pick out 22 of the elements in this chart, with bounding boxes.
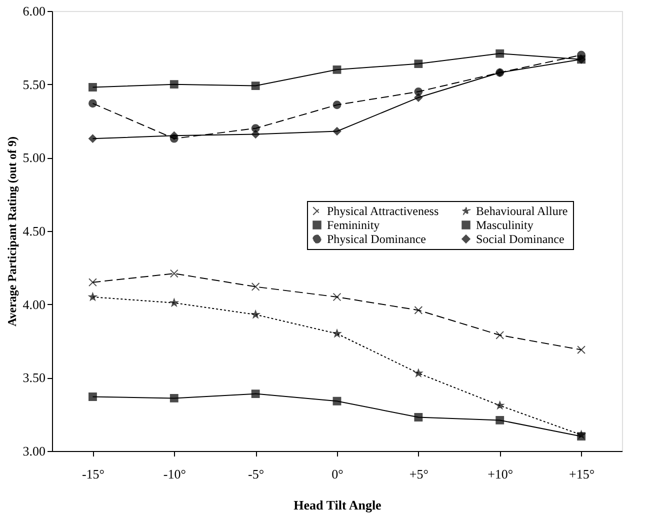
- x-tick-label: -5°: [248, 466, 264, 482]
- legend-label: Masculinity: [476, 218, 534, 232]
- y-axis-title: Average Participant Rating (out of 9): [4, 136, 19, 327]
- y-tick-label: 4.00: [22, 296, 46, 312]
- y-tick-label: 3.00: [22, 444, 46, 458]
- legend-label: Behavioural Allure: [476, 204, 568, 218]
- y-tick-label: 6.00: [22, 4, 46, 18]
- legend-label: Femininity: [327, 218, 380, 232]
- x-tick-label: +15°: [569, 466, 595, 482]
- y-tick-label: 3.50: [22, 370, 46, 386]
- x-tick-label: +5°: [409, 466, 428, 482]
- x-axis-title: Head Tilt Angle: [294, 498, 382, 512]
- y-tick-label: 4.50: [22, 224, 46, 238]
- legend-label: Physical Dominance: [327, 232, 426, 246]
- legend-label: Social Dominance: [476, 232, 564, 246]
- y-tick-label: 5.00: [22, 150, 46, 166]
- x-tick-label: 0°: [332, 466, 344, 482]
- legend-label: Physical Attractiveness: [327, 204, 439, 218]
- y-tick-label: 5.50: [22, 76, 46, 92]
- x-tick-label: +10°: [488, 466, 514, 482]
- x-tick-label: -15°: [82, 466, 104, 482]
- x-tick-label: -10°: [163, 466, 186, 482]
